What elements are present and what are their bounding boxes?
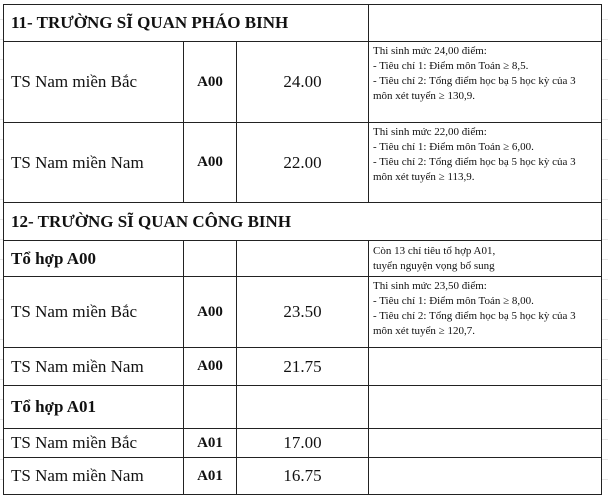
- empty-cell: [183, 385, 237, 429]
- section-title: 11- TRƯỜNG SĨ QUAN PHÁO BINH: [3, 4, 369, 42]
- table-row: TS Nam miền Bắc A01 17.00: [3, 428, 602, 458]
- criteria-note: Thi sinh mức 23,50 điểm: - Tiêu chí 1: Đ…: [368, 276, 602, 348]
- cutoff-score: 17.00: [236, 428, 369, 458]
- cutoff-score: 24.00: [236, 41, 369, 123]
- group-note: Còn 13 chỉ tiêu tổ hợp A01, tuyển nguyện…: [368, 240, 602, 277]
- group-label: Tổ hợp A01: [3, 385, 184, 429]
- note-line: - Tiêu chí 1: Điểm môn Toán ≥ 8,00.: [373, 295, 534, 307]
- note-line: - Tiêu chí 2: Tổng điểm học bạ 5 học kỳ …: [373, 75, 576, 87]
- empty-cell: [236, 385, 369, 429]
- empty-cell: [368, 457, 602, 495]
- note-line: Còn 13 chỉ tiêu tổ hợp A01,: [373, 244, 496, 257]
- subject-combination: A00: [183, 41, 237, 123]
- subject-combination: A00: [183, 122, 237, 203]
- table-row: TS Nam miền Nam A01 16.75: [3, 457, 602, 495]
- note-line: môn xét tuyển ≥ 130,9.: [373, 90, 475, 102]
- note-line: tuyển nguyện vọng bổ sung: [373, 259, 495, 272]
- note-line: Thi sinh mức 23,50 điểm:: [373, 280, 487, 292]
- table-row: TS Nam miền Bắc A00 23.50 Thi sinh mức 2…: [3, 276, 602, 348]
- group-label: Tổ hợp A00: [3, 240, 184, 277]
- group-row: Tổ hợp A01: [3, 385, 602, 429]
- section-header-row: 12- TRƯỜNG SĨ QUAN CÔNG BINH: [3, 202, 602, 241]
- subject-combination: A00: [183, 276, 237, 348]
- table-row: TS Nam miền Bắc A00 24.00 Thi sinh mức 2…: [3, 41, 602, 123]
- subject-combination: A00: [183, 347, 237, 386]
- note-line: Thi sinh mức 22,00 điểm:: [373, 126, 487, 138]
- candidate-group: TS Nam miền Nam: [3, 122, 184, 203]
- subject-combination: A01: [183, 457, 237, 495]
- empty-cell: [368, 347, 602, 386]
- note-line: - Tiêu chí 2: Tổng điểm học bạ 5 học kỳ …: [373, 156, 576, 168]
- cutoff-score: 21.75: [236, 347, 369, 386]
- cutoff-score: 22.00: [236, 122, 369, 203]
- note-line: - Tiêu chí 1: Điểm môn Toán ≥ 8,5.: [373, 60, 529, 72]
- candidate-group: TS Nam miền Nam: [3, 457, 184, 495]
- section-header-row: 11- TRƯỜNG SĨ QUAN PHÁO BINH: [3, 4, 602, 42]
- group-row: Tổ hợp A00 Còn 13 chỉ tiêu tổ hợp A01, t…: [3, 240, 602, 277]
- candidate-group: TS Nam miền Bắc: [3, 276, 184, 348]
- empty-cell: [183, 240, 237, 277]
- table-row: TS Nam miền Nam A00 22.00 Thi sinh mức 2…: [3, 122, 602, 203]
- criteria-note: Thi sinh mức 22,00 điểm: - Tiêu chí 1: Đ…: [368, 122, 602, 203]
- candidate-group: TS Nam miền Nam: [3, 347, 184, 386]
- note-line: - Tiêu chí 2: Tổng điểm học bạ 5 học kỳ …: [373, 310, 576, 322]
- note-line: môn xét tuyển ≥ 113,9.: [373, 171, 475, 183]
- subject-combination: A01: [183, 428, 237, 458]
- note-line: - Tiêu chí 1: Điểm môn Toán ≥ 6,00.: [373, 141, 534, 153]
- admission-score-table: 11- TRƯỜNG SĨ QUAN PHÁO BINH TS Nam miền…: [3, 4, 602, 495]
- empty-cell: [236, 240, 369, 277]
- cutoff-score: 16.75: [236, 457, 369, 495]
- empty-cell: [368, 4, 602, 42]
- empty-cell: [368, 428, 602, 458]
- empty-cell: [368, 385, 602, 429]
- candidate-group: TS Nam miền Bắc: [3, 41, 184, 123]
- criteria-note: Thi sinh mức 24,00 điểm: - Tiêu chí 1: Đ…: [368, 41, 602, 123]
- note-line: Thi sinh mức 24,00 điểm:: [373, 45, 487, 57]
- candidate-group: TS Nam miền Bắc: [3, 428, 184, 458]
- note-line: môn xét tuyển ≥ 120,7.: [373, 325, 475, 337]
- table-row: TS Nam miền Nam A00 21.75: [3, 347, 602, 386]
- cutoff-score: 23.50: [236, 276, 369, 348]
- section-title: 12- TRƯỜNG SĨ QUAN CÔNG BINH: [3, 202, 602, 241]
